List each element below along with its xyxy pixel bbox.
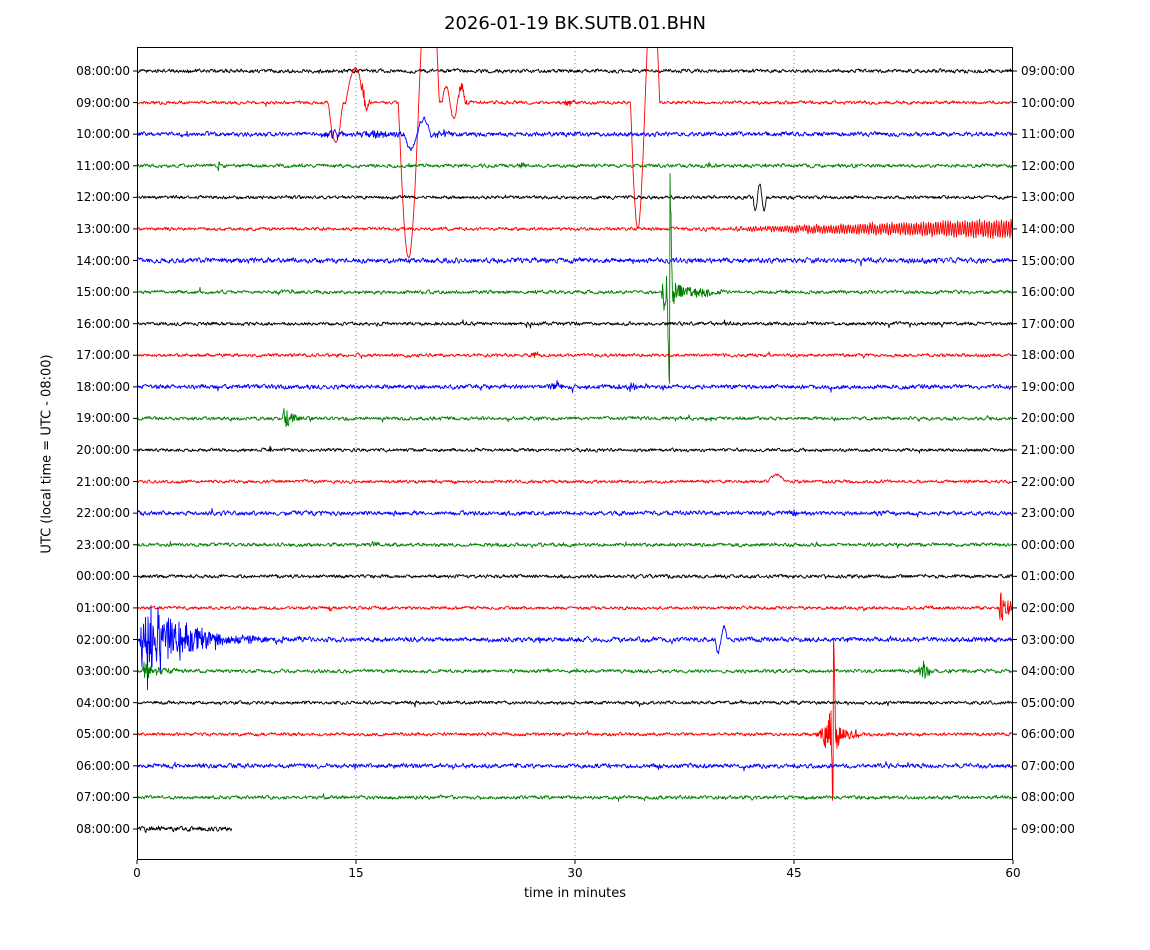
local-time-label: 09:00:00 (1021, 822, 1075, 836)
local-time-label: 06:00:00 (1021, 727, 1075, 742)
local-time-label: 19:00:00 (1021, 379, 1075, 394)
trace-080000 (137, 825, 232, 833)
utc-time-label: 15:00:00 (76, 285, 130, 300)
x-tick-label: 60 (1005, 866, 1021, 880)
x-tick-label: 30 (567, 866, 583, 880)
utc-time-label: 01:00:00 (76, 600, 130, 615)
utc-time-label: 17:00:00 (76, 348, 130, 363)
local-time-label: 07:00:00 (1021, 758, 1075, 773)
local-time-label: 15:00:00 (1021, 253, 1075, 268)
utc-time-label: 20:00:00 (76, 443, 130, 457)
utc-time-label: 22:00:00 (76, 506, 130, 521)
trace-170000 (137, 351, 1013, 359)
trace-180000 (137, 380, 1013, 393)
utc-time-label: 09:00:00 (76, 95, 130, 110)
local-time-label: 09:00:00 (1021, 64, 1075, 78)
trace-010000 (137, 592, 1013, 621)
utc-time-label: 00:00:00 (76, 569, 130, 584)
utc-time-label: 23:00:00 (76, 537, 130, 552)
utc-time-label: 10:00:00 (76, 127, 130, 142)
trace-120000 (137, 183, 1013, 212)
trace-020000 (137, 605, 1013, 691)
utc-time-label: 14:00:00 (76, 253, 130, 268)
utc-time-label: 18:00:00 (76, 379, 130, 394)
trace-130000 (137, 218, 1013, 240)
trace-210000 (137, 473, 1013, 485)
utc-time-label: 06:00:00 (76, 758, 130, 773)
local-time-label: 08:00:00 (1021, 790, 1075, 805)
local-time-label: 10:00:00 (1021, 95, 1075, 110)
local-time-label: 03:00:00 (1021, 632, 1075, 647)
trace-160000 (137, 319, 1013, 329)
utc-time-label: 03:00:00 (76, 664, 130, 679)
utc-time-label: 13:00:00 (76, 221, 130, 236)
trace-150000 (137, 172, 1013, 384)
trace-060000 (137, 760, 1013, 772)
local-time-label: 04:00:00 (1021, 664, 1075, 679)
utc-time-label: 07:00:00 (76, 790, 130, 805)
x-axis-label: time in minutes (523, 886, 627, 901)
local-time-label: 20:00:00 (1021, 411, 1075, 426)
x-tick-label: 45 (786, 866, 802, 880)
plot-border (137, 47, 1013, 860)
x-tick-label: 15 (348, 866, 364, 880)
local-time-label: 00:00:00 (1021, 537, 1075, 552)
local-time-label: 01:00:00 (1021, 569, 1075, 584)
trace-220000 (137, 508, 1013, 518)
local-time-label: 11:00:00 (1021, 127, 1075, 142)
utc-time-label: 02:00:00 (76, 632, 130, 647)
utc-time-label: 08:00:00 (76, 64, 130, 78)
utc-time-label: 11:00:00 (76, 158, 130, 173)
trace-000000 (137, 573, 1013, 579)
trace-140000 (137, 256, 1013, 267)
trace-040000 (137, 699, 1013, 708)
local-time-label: 22:00:00 (1021, 474, 1075, 489)
local-time-label: 05:00:00 (1021, 695, 1075, 710)
trace-190000 (137, 408, 1013, 428)
trace-100000 (137, 116, 1013, 152)
utc-time-label: 05:00:00 (76, 727, 130, 742)
utc-time-label: 08:00:00 (76, 822, 130, 836)
trace-080000 (137, 68, 1013, 74)
chart-title: 2026-01-19 BK.SUTB.01.BHN (444, 13, 706, 34)
trace-110000 (137, 161, 1013, 172)
local-time-label: 23:00:00 (1021, 506, 1075, 521)
trace-230000 (137, 541, 1013, 549)
utc-time-label: 19:00:00 (76, 411, 130, 426)
local-time-label: 12:00:00 (1021, 158, 1075, 173)
utc-time-label: 12:00:00 (76, 190, 130, 205)
local-time-label: 02:00:00 (1021, 600, 1075, 615)
local-time-label: 17:00:00 (1021, 316, 1075, 331)
trace-050000 (137, 637, 1013, 801)
local-time-label: 14:00:00 (1021, 221, 1075, 236)
traces-group (137, 47, 1013, 833)
local-time-label: 16:00:00 (1021, 285, 1075, 300)
utc-time-label: 21:00:00 (76, 474, 130, 489)
x-tick-label: 0 (133, 866, 141, 880)
local-time-label: 18:00:00 (1021, 348, 1075, 363)
utc-time-label: 04:00:00 (76, 695, 130, 710)
trace-090000 (137, 47, 1013, 259)
trace-030000 (137, 660, 1013, 679)
trace-200000 (137, 445, 1013, 454)
local-time-label: 13:00:00 (1021, 190, 1075, 205)
trace-plot (133, 47, 1017, 864)
trace-070000 (137, 793, 1013, 802)
utc-time-label: 16:00:00 (76, 316, 130, 331)
local-time-label: 21:00:00 (1021, 443, 1075, 457)
